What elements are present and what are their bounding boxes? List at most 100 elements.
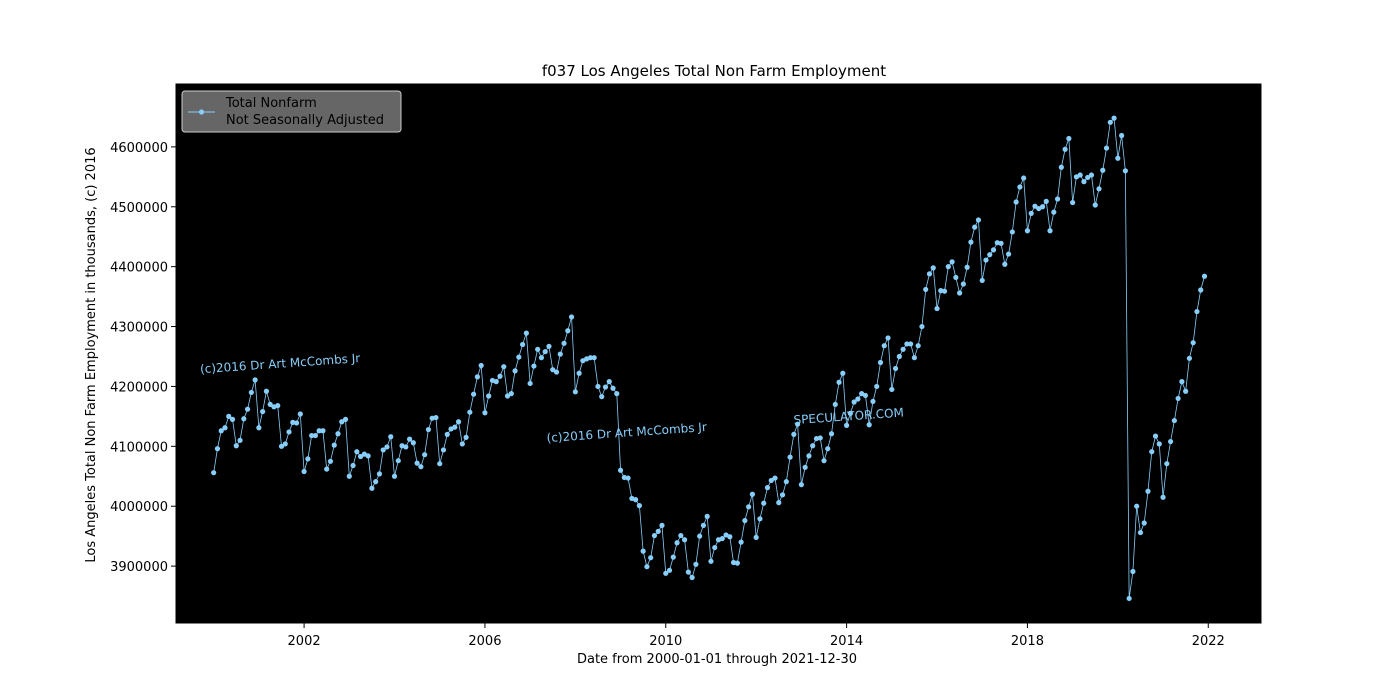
series-total-nonfarm <box>211 115 1208 602</box>
y-tick-label: 3900000 <box>110 560 168 575</box>
data-point <box>610 385 616 391</box>
data-point <box>957 290 963 296</box>
data-point <box>742 517 748 524</box>
data-point <box>836 379 842 385</box>
data-point <box>949 259 955 265</box>
data-point <box>666 567 673 573</box>
data-point <box>463 434 469 440</box>
data-point <box>1005 251 1012 257</box>
data-point <box>934 305 940 312</box>
data-point <box>968 239 974 245</box>
data-point <box>779 492 786 498</box>
data-point <box>1103 145 1110 151</box>
data-point <box>802 464 808 470</box>
data-point <box>1145 488 1151 494</box>
data-point <box>900 346 906 352</box>
data-point <box>425 426 432 433</box>
data-point <box>1194 308 1200 315</box>
data-point <box>384 444 390 450</box>
data-point <box>599 394 605 400</box>
data-point <box>877 359 884 366</box>
data-point <box>832 401 838 408</box>
data-point <box>817 435 823 441</box>
data-point <box>531 363 537 369</box>
data-point <box>1115 155 1121 161</box>
data-point <box>380 447 386 453</box>
data-point <box>561 340 567 346</box>
data-point <box>211 470 217 476</box>
data-point <box>926 271 933 277</box>
data-point <box>987 252 993 258</box>
data-point <box>422 452 428 458</box>
data-point <box>324 466 330 472</box>
data-point <box>670 554 676 560</box>
data-point <box>625 475 631 481</box>
data-point <box>591 355 597 361</box>
data-point <box>700 522 707 528</box>
data-point <box>218 428 224 434</box>
data-point <box>587 355 594 361</box>
data-point <box>768 477 774 484</box>
data-point <box>941 288 948 294</box>
data-point <box>595 383 601 390</box>
data-point <box>847 410 853 416</box>
data-point <box>734 560 740 566</box>
legend-label-line1: Total Nonfarm <box>225 96 317 111</box>
data-point <box>433 414 439 421</box>
data-point <box>885 335 891 341</box>
data-point <box>1002 261 1008 267</box>
data-point <box>497 373 503 379</box>
legend-marker-sample <box>198 109 205 115</box>
data-point <box>1013 199 1019 205</box>
data-point <box>327 458 334 464</box>
data-point <box>896 353 902 360</box>
data-point <box>516 354 522 360</box>
data-point <box>1058 164 1064 170</box>
data-point <box>681 537 688 543</box>
x-tick-label: 2006 <box>468 634 501 649</box>
data-point <box>930 265 936 271</box>
data-point <box>395 458 401 464</box>
data-point <box>998 240 1004 246</box>
data-point <box>776 500 782 506</box>
data-point <box>248 389 254 396</box>
x-tick-label: 2002 <box>288 634 321 649</box>
data-point <box>1039 204 1046 210</box>
data-point <box>798 482 804 488</box>
data-point <box>486 393 492 399</box>
data-point <box>418 464 424 470</box>
data-point <box>576 370 582 376</box>
data-point <box>1201 273 1208 279</box>
data-point <box>821 458 827 464</box>
y-axis: 3900000 4000000 4100000 4200000 4300000 44000… <box>110 141 176 575</box>
data-point <box>806 453 812 459</box>
data-point <box>535 346 541 352</box>
data-point <box>252 377 258 383</box>
data-point <box>282 441 288 447</box>
data-point <box>1009 229 1015 235</box>
data-point <box>444 431 450 437</box>
data-point <box>964 264 970 270</box>
data-point <box>749 491 756 497</box>
data-point <box>501 364 507 370</box>
data-point <box>557 351 563 357</box>
data-point <box>226 413 232 419</box>
data-point <box>689 574 695 581</box>
data-point <box>414 460 420 466</box>
data-point <box>659 522 665 528</box>
data-point <box>983 257 989 263</box>
data-point <box>855 396 861 402</box>
data-point <box>1028 210 1034 216</box>
data-point <box>550 367 556 373</box>
data-point <box>960 281 966 287</box>
x-tick-label: 2014 <box>830 634 863 649</box>
data-point <box>301 468 307 475</box>
data-point <box>870 398 876 405</box>
data-point <box>482 410 488 416</box>
data-point <box>862 392 869 399</box>
data-point <box>309 432 315 439</box>
data-point <box>738 539 744 545</box>
data-point <box>1198 287 1204 293</box>
data-point <box>1190 340 1196 346</box>
